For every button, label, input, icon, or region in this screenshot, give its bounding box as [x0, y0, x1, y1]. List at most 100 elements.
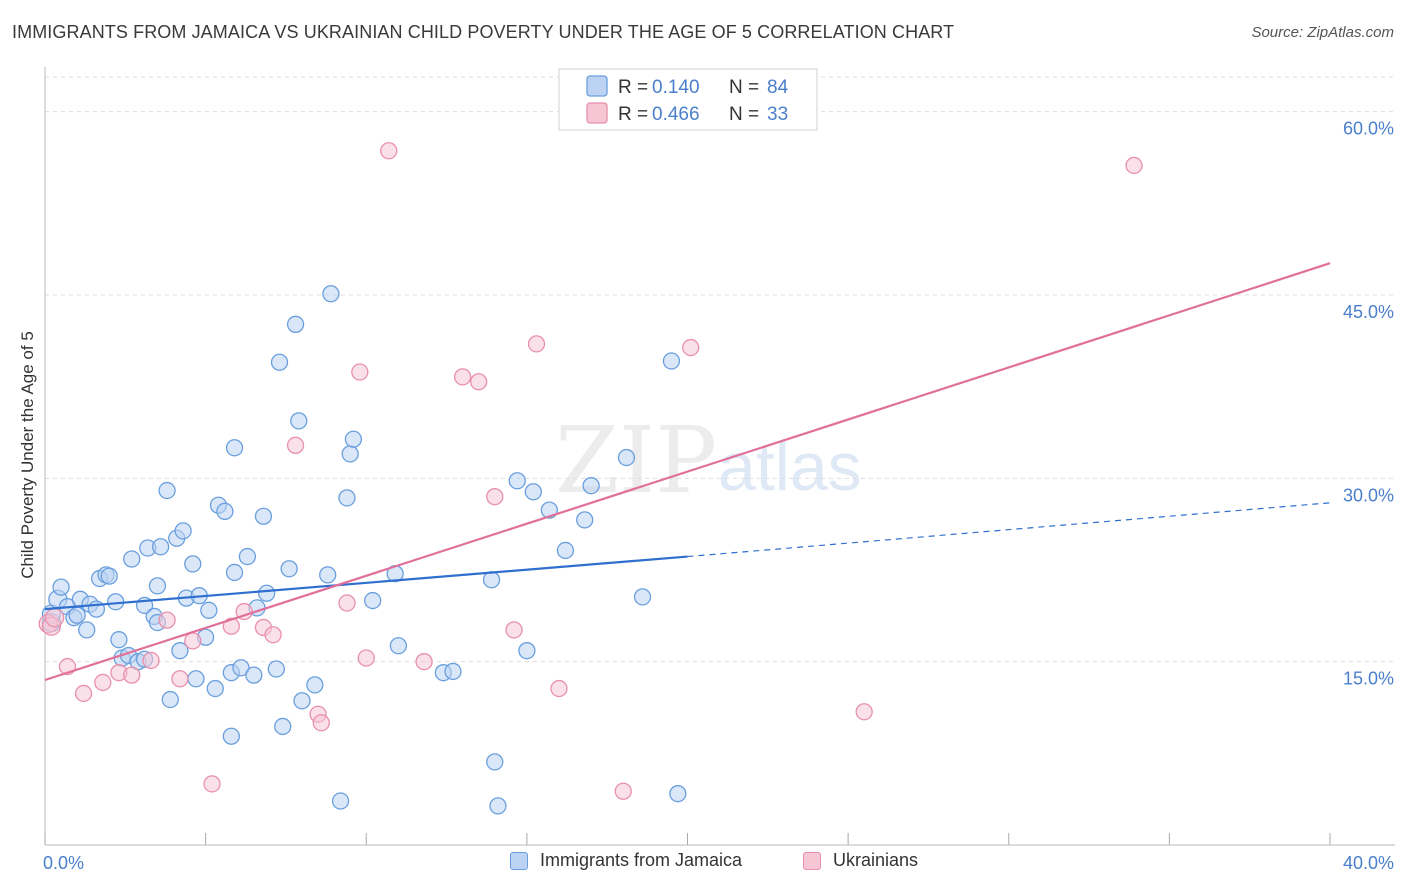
data-point-blue: [68, 606, 86, 624]
data-point-pink: [203, 775, 221, 793]
data-point-blue: [274, 717, 292, 736]
stats-legend: R = 0.140 N = 84 R = 0.466 N = 33: [558, 68, 818, 131]
data-point-pink: [142, 651, 160, 670]
data-point-blue: [364, 591, 382, 610]
data-point-blue: [238, 547, 257, 566]
data-point-blue: [556, 541, 575, 560]
bottom-legend: Immigrants from Jamaica Ukrainians: [0, 850, 1406, 878]
data-point-blue: [322, 285, 340, 303]
data-point-blue: [110, 631, 128, 649]
series-pink: [38, 142, 1143, 800]
data-point-pink: [550, 679, 568, 698]
data-point-blue: [486, 753, 504, 771]
data-point-pink: [94, 673, 112, 692]
trend-line-extension-blue: [687, 502, 1331, 558]
data-point-blue: [508, 472, 526, 490]
data-point-blue: [576, 511, 594, 529]
data-point-pink: [44, 608, 65, 628]
data-point-blue: [306, 676, 324, 694]
data-point-blue: [286, 315, 305, 333]
legend-item-jamaica[interactable]: Immigrants from Jamaica: [510, 850, 742, 871]
data-point-blue: [319, 566, 337, 584]
data-point-pink: [312, 714, 330, 732]
data-point-pink: [453, 368, 472, 386]
data-point-pink: [380, 142, 398, 160]
data-point-blue: [225, 439, 244, 457]
data-point-blue: [338, 489, 356, 507]
data-point-pink: [222, 617, 240, 635]
data-point-pink: [74, 684, 93, 703]
data-point-blue: [151, 538, 170, 556]
stats-legend-swatch-pink: [586, 102, 608, 124]
legend-item-ukrainians[interactable]: Ukrainians: [803, 850, 918, 871]
data-point-blue: [161, 690, 179, 709]
data-point-blue: [52, 578, 70, 596]
data-point-pink: [855, 703, 873, 721]
data-point-blue: [444, 662, 462, 681]
data-point-blue: [174, 522, 192, 540]
data-point-blue: [389, 637, 408, 655]
data-point-pink: [357, 649, 375, 667]
data-point-pink: [184, 632, 202, 650]
data-point-blue: [148, 577, 167, 595]
y-tick-label: 45.0%: [1343, 302, 1394, 322]
data-point-blue: [331, 792, 350, 810]
data-point-pink: [1125, 156, 1143, 175]
stats-r-label: R =: [618, 77, 648, 98]
data-point-pink: [338, 594, 356, 612]
data-point-blue: [158, 481, 176, 500]
data-point-pink: [158, 611, 176, 629]
data-point-blue: [123, 550, 141, 568]
data-point-blue: [524, 483, 542, 501]
chart-title: IMMIGRANTS FROM JAMAICA VS UKRAINIAN CHI…: [12, 22, 955, 42]
data-point-pink: [486, 488, 504, 506]
trend-line-pink: [44, 262, 1331, 682]
data-point-pink: [123, 666, 141, 684]
data-point-blue: [187, 670, 205, 688]
stats-r-value: 0.140: [652, 77, 700, 98]
data-point-pink: [286, 436, 305, 454]
source-credit: Source: ZipAtlas.com: [1251, 24, 1394, 41]
data-point-blue: [222, 727, 240, 745]
stats-n-value: 84: [767, 77, 789, 98]
data-point-blue: [225, 563, 244, 582]
legend-swatch-pink: [803, 851, 821, 870]
x-tick-label: 40.0%: [1343, 853, 1394, 873]
data-point-blue: [78, 621, 96, 639]
data-point-blue: [184, 555, 202, 573]
stats-legend-swatch-blue: [586, 75, 608, 97]
data-point-blue: [489, 797, 507, 815]
stats-r-value: 0.466: [652, 104, 700, 125]
legend-label-jamaica: Immigrants from Jamaica: [540, 850, 743, 870]
y-tick-label: 60.0%: [1343, 119, 1394, 139]
legend-label-ukrainians: Ukrainians: [833, 850, 919, 870]
data-point-blue: [662, 352, 681, 370]
data-point-pink: [682, 338, 700, 357]
stats-r-label: R =: [618, 104, 648, 125]
y-tick-label: 15.0%: [1343, 669, 1394, 689]
stats-n-value: 33: [767, 104, 788, 125]
data-point-blue: [290, 412, 308, 430]
data-point-blue: [100, 567, 118, 585]
data-point-pink: [470, 373, 488, 391]
data-point-blue: [633, 588, 652, 606]
data-point-blue: [267, 660, 285, 678]
data-point-blue: [258, 584, 276, 602]
data-point-blue: [344, 430, 363, 448]
y-tick-label: 30.0%: [1343, 485, 1394, 505]
data-point-blue: [200, 601, 218, 619]
trend-line-blue: [44, 555, 688, 611]
legend-swatch-blue: [510, 851, 528, 870]
data-point-blue: [216, 502, 234, 520]
data-point-pink: [505, 621, 523, 639]
watermark-zip: ZIP: [555, 407, 717, 514]
data-point-pink: [351, 363, 369, 381]
data-point-blue: [617, 448, 636, 467]
data-point-pink: [527, 335, 546, 353]
data-point-blue: [293, 692, 311, 710]
data-point-blue: [482, 571, 501, 589]
data-point-blue: [171, 642, 189, 660]
stats-n-label: N =: [729, 77, 759, 98]
data-point-pink: [264, 626, 282, 644]
